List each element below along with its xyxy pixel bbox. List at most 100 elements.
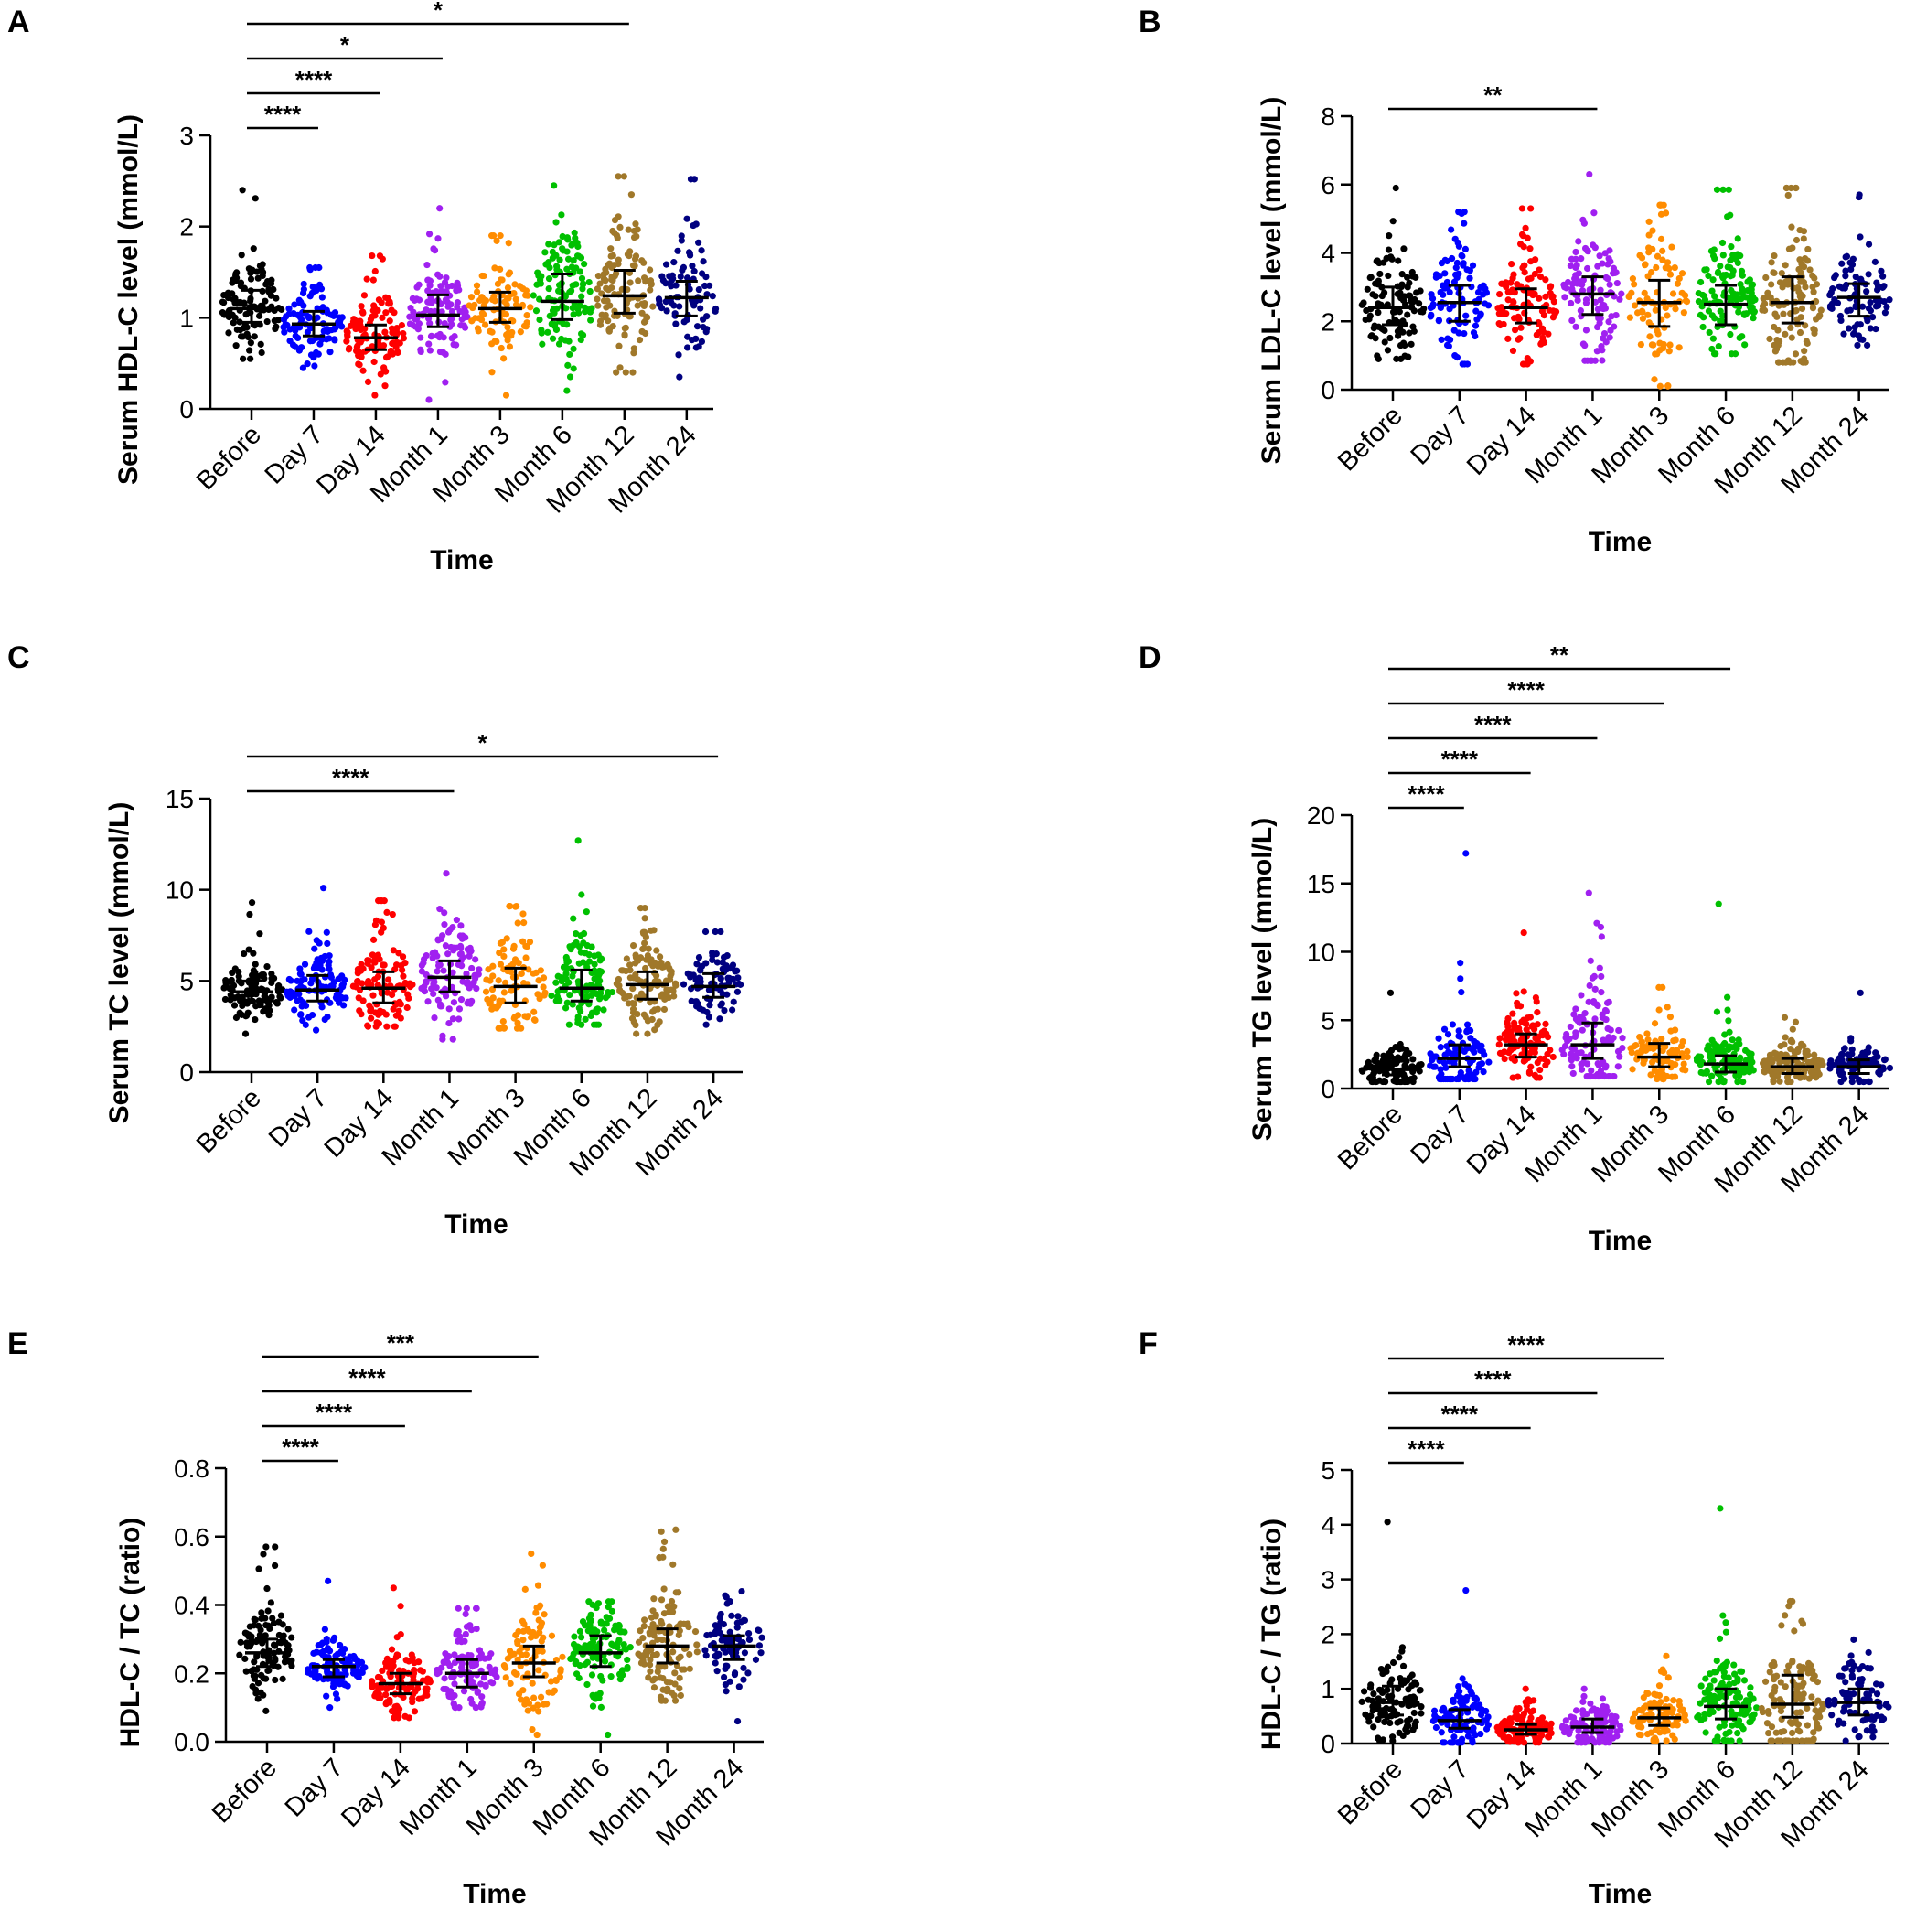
data-point <box>491 264 498 272</box>
data-point <box>405 994 412 1002</box>
data-point <box>537 1693 545 1701</box>
data-point <box>642 964 649 972</box>
data-point <box>668 1597 676 1605</box>
data-point <box>574 1016 582 1024</box>
data-point <box>1388 1676 1396 1683</box>
data-point <box>1631 1043 1638 1050</box>
data-point <box>1527 205 1535 212</box>
data-point <box>495 977 502 984</box>
data-point <box>651 1675 658 1682</box>
data-point <box>294 977 301 984</box>
data-point <box>608 1598 615 1605</box>
data-point <box>1725 1017 1732 1025</box>
data-point <box>1606 281 1613 288</box>
data-point <box>540 974 548 982</box>
data-point <box>1806 266 1814 274</box>
data-point <box>1457 1698 1464 1706</box>
data-point <box>383 1655 391 1662</box>
data-point <box>639 1657 647 1664</box>
data-point <box>248 1633 255 1640</box>
data-point <box>1409 323 1417 330</box>
data-point <box>260 1691 267 1699</box>
data-point <box>1800 279 1808 286</box>
data-point <box>680 981 688 988</box>
data-point <box>1482 1716 1490 1723</box>
series-before <box>1358 1519 1425 1744</box>
data-point <box>738 1587 745 1595</box>
data-point <box>697 305 704 312</box>
significance-label: **** <box>1474 711 1512 738</box>
data-point <box>721 1006 728 1014</box>
data-point <box>726 1638 733 1647</box>
data-point <box>700 258 707 265</box>
data-point <box>1549 314 1557 321</box>
data-point <box>305 315 313 322</box>
data-point <box>1734 235 1741 242</box>
series-before <box>1358 184 1428 362</box>
data-point <box>320 885 327 892</box>
data-point <box>1727 211 1734 219</box>
x-tick-label: Before <box>1333 1755 1408 1830</box>
data-point <box>1719 252 1727 259</box>
data-point <box>514 1019 521 1026</box>
data-point <box>222 979 230 986</box>
data-point <box>1455 242 1462 250</box>
data-point <box>1432 1723 1440 1732</box>
data-point <box>661 995 669 1003</box>
data-point <box>1606 1072 1613 1080</box>
data-point <box>1579 1026 1586 1034</box>
data-point <box>1710 1040 1718 1047</box>
data-point <box>1729 272 1736 279</box>
data-point <box>592 990 599 997</box>
data-point <box>247 269 254 277</box>
data-point <box>1773 313 1781 320</box>
data-point <box>1856 191 1863 199</box>
series-day-14 <box>1494 205 1560 368</box>
data-point <box>496 949 503 957</box>
data-point <box>473 1605 480 1612</box>
data-point <box>1796 226 1804 234</box>
data-point <box>1544 1050 1551 1057</box>
data-point <box>541 249 549 256</box>
data-point <box>672 282 680 289</box>
y-tick-label: 6 <box>1321 171 1335 199</box>
data-point <box>1373 1078 1380 1086</box>
data-point <box>239 187 246 194</box>
data-point <box>1507 1719 1515 1726</box>
data-point <box>1406 1049 1413 1057</box>
data-point <box>532 307 541 315</box>
data-point <box>660 963 668 971</box>
data-point <box>679 1666 686 1673</box>
y-tick-label: 1 <box>179 304 194 332</box>
data-point <box>657 953 664 961</box>
data-point <box>390 1005 397 1013</box>
data-point <box>1814 1068 1822 1076</box>
data-point <box>500 989 508 996</box>
data-point <box>497 232 504 240</box>
data-point <box>1834 1057 1842 1065</box>
data-point <box>1507 1046 1515 1054</box>
data-point <box>1711 293 1718 300</box>
data-point <box>258 265 265 273</box>
data-point <box>1573 262 1580 269</box>
data-point <box>493 237 500 244</box>
data-point <box>436 961 444 969</box>
data-point <box>300 302 307 309</box>
data-point <box>698 247 705 254</box>
data-point <box>1370 324 1377 332</box>
y-tick-label: 2 <box>1321 1620 1335 1648</box>
data-point <box>755 1626 762 1634</box>
data-point <box>1493 1723 1501 1732</box>
data-point <box>1727 330 1734 338</box>
data-point <box>554 972 562 980</box>
data-point <box>279 1621 286 1628</box>
data-point <box>246 347 253 354</box>
data-point <box>1596 1072 1603 1080</box>
data-point <box>1366 274 1374 282</box>
data-point <box>1834 299 1842 306</box>
data-point <box>1629 275 1637 283</box>
data-point <box>1362 316 1369 324</box>
data-point <box>253 972 261 980</box>
data-point <box>435 334 444 341</box>
